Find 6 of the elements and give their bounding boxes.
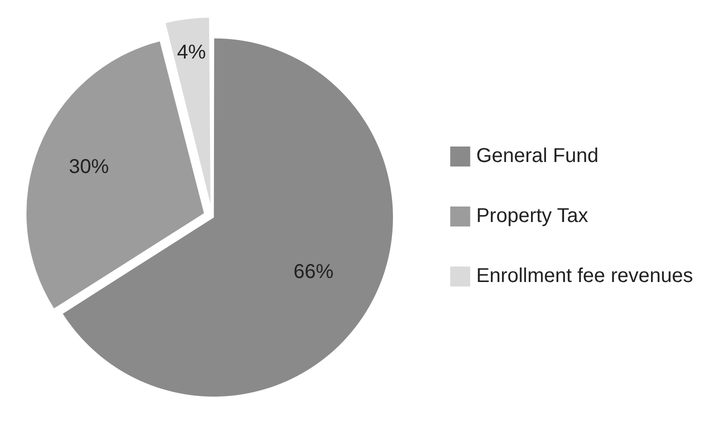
data-label: 30% (68, 156, 110, 178)
data-label: 66% (293, 260, 334, 283)
legend-label: Property Tax (476, 205, 588, 228)
legend-label: General Fund (476, 145, 599, 168)
data-label: 4% (177, 42, 206, 64)
legend-label: Enrollment fee revenues (476, 265, 694, 288)
